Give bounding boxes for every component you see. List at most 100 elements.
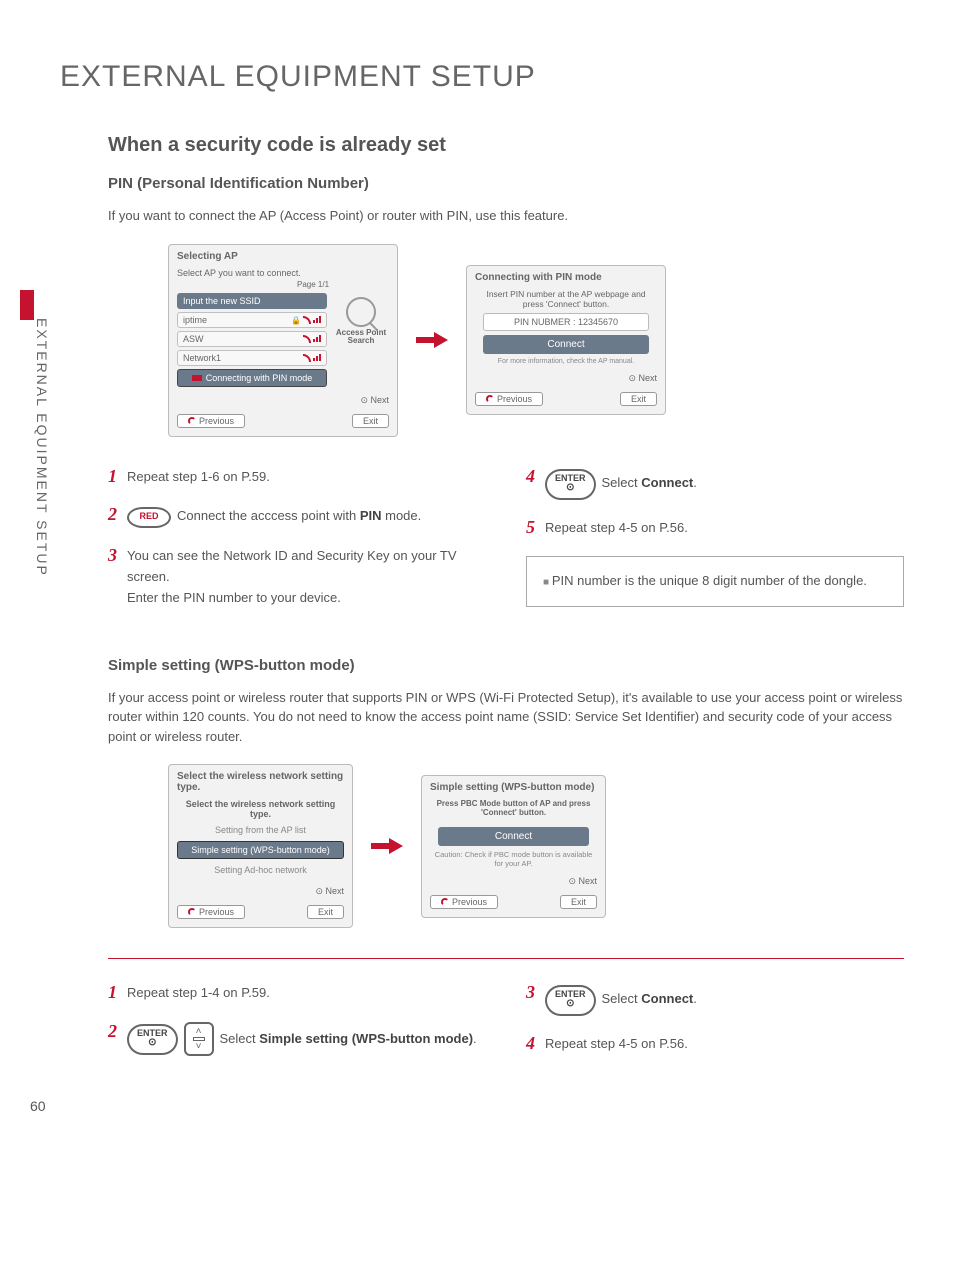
setting-type-panel: Select the wireless network setting type… [168, 764, 353, 928]
up-caret-icon: ˄ [196, 1026, 202, 1037]
step-text: Repeat step 4-5 on P.56. [545, 1034, 904, 1055]
intro-text: If your access point or wireless router … [108, 688, 904, 747]
step-number: 3 [108, 546, 117, 564]
step-2: 2 ENTER ⊙ ˄ ˅ Select Simple setting (WPS… [108, 1022, 486, 1056]
ap-signal-icons [291, 315, 321, 325]
step-text: Select Simple setting (WPS-button mode). [220, 1029, 477, 1050]
step-number: 5 [526, 518, 535, 536]
exit-button[interactable]: Exit [307, 905, 344, 919]
panel-b-more: For more information, check the AP manua… [475, 358, 657, 365]
next-link[interactable]: Next [568, 876, 597, 887]
panel-a-title: Selecting AP [177, 251, 389, 262]
back-icon [486, 395, 494, 403]
previous-button[interactable]: Previous [430, 895, 498, 909]
pin-number-display: PIN NUBMER : 12345670 [483, 313, 649, 331]
panel-d-title: Simple setting (WPS-button mode) [430, 782, 597, 793]
subsection-heading: Simple setting (WPS-button mode) [108, 657, 904, 674]
panel-a-page: Page 1/1 [237, 280, 389, 289]
next-link[interactable]: Next [315, 886, 344, 897]
step-text: Repeat step 4-5 on P.56. [545, 518, 904, 539]
ap-signal-icons [303, 354, 321, 362]
enter-remote-button: ENTER ⊙ [545, 985, 596, 1016]
panel-c-title: Select the wireless network setting type… [177, 771, 344, 793]
ap-list-item[interactable]: iptime [177, 312, 327, 328]
step-5: 5 Repeat step 4-5 on P.56. [526, 518, 904, 539]
panel-b-info: Insert PIN number at the AP webpage and … [475, 289, 657, 309]
pin-mode-button[interactable]: Connecting with PIN mode [177, 369, 327, 387]
step-1: 1 Repeat step 1-6 on P.59. [108, 467, 486, 488]
step-number: 3 [526, 983, 535, 1001]
ap-name: ASW [183, 334, 204, 344]
next-link[interactable]: Next [628, 373, 657, 384]
pin-mode-label: Connecting with PIN mode [206, 373, 313, 383]
enter-remote-button: ENTER ⊙ [127, 1024, 178, 1055]
step-text: Select Connect. [602, 989, 697, 1010]
input-ssid-field[interactable]: Input the new SSID [177, 293, 327, 309]
ap-name: Network1 [183, 353, 221, 363]
red-rect-icon [192, 375, 202, 381]
page-title: EXTERNAL EQUIPMENT SETUP [60, 60, 954, 94]
selecting-ap-panel: Selecting AP Select AP you want to conne… [168, 244, 398, 437]
connect-button[interactable]: Connect [438, 827, 589, 846]
wave-icon [303, 354, 311, 362]
section-heading: When a security code is already set [108, 134, 904, 157]
divider-line [108, 958, 904, 959]
step-number: 4 [526, 467, 535, 485]
subsection-heading: PIN (Personal Identification Number) [108, 175, 904, 192]
nav-remote-button: ˄ ˅ [184, 1022, 214, 1056]
previous-button[interactable]: Previous [475, 392, 543, 406]
step-number: 2 [108, 505, 117, 523]
side-section-label: EXTERNAL EQUIPMENT SETUP [34, 318, 50, 577]
exit-button[interactable]: Exit [352, 414, 389, 428]
step-text: Repeat step 1-4 on P.59. [127, 983, 486, 1004]
previous-button[interactable]: Previous [177, 905, 245, 919]
exit-button[interactable]: Exit [560, 895, 597, 909]
signal-icon [313, 316, 321, 323]
lock-icon [291, 315, 301, 325]
option-ap-list[interactable]: Setting from the AP list [177, 822, 344, 838]
ap-signal-icons [303, 335, 321, 343]
option-adhoc[interactable]: Setting Ad-hoc network [177, 862, 344, 878]
side-accent [20, 290, 34, 320]
pin-diagram-row: Selecting AP Select AP you want to conne… [168, 244, 904, 437]
ap-search-label: Access Point Search [333, 329, 389, 347]
previous-button[interactable]: Previous [177, 414, 245, 428]
connect-button[interactable]: Connect [483, 335, 649, 354]
ap-list-item[interactable]: ASW [177, 331, 327, 347]
step-4: 4 ENTER ⊙ Select Connect. [526, 467, 904, 500]
magnify-icon [346, 297, 376, 327]
step-number: 2 [108, 1022, 117, 1040]
panel-a-instr: Select AP you want to connect. [177, 268, 389, 278]
ap-list-item[interactable]: Network1 [177, 350, 327, 366]
step-number: 1 [108, 467, 117, 485]
note-text: PIN number is the unique 8 digit number … [543, 573, 867, 588]
step-3: 3 ENTER ⊙ Select Connect. [526, 983, 904, 1016]
signal-icon [313, 335, 321, 342]
step-number: 4 [526, 1034, 535, 1052]
red-remote-button: RED [127, 507, 171, 528]
caution-text: Caution: Check if PBC mode button is ava… [430, 850, 597, 868]
intro-text: If you want to connect the AP (Access Po… [108, 206, 904, 226]
step-number: 1 [108, 983, 117, 1001]
step-text: You can see the Network ID and Security … [127, 546, 486, 608]
wps-diagram-row: Select the wireless network setting type… [168, 764, 904, 928]
panel-b-title: Connecting with PIN mode [475, 272, 657, 283]
back-icon [188, 417, 196, 425]
back-icon [441, 898, 449, 906]
page-number: 60 [30, 1098, 46, 1114]
step-text: Select Connect. [602, 473, 697, 494]
arrow-right-icon [416, 333, 448, 347]
option-wps[interactable]: Simple setting (WPS-button mode) [177, 841, 344, 859]
step-text: Connect the acccess point with PIN mode. [177, 506, 421, 527]
signal-icon [313, 354, 321, 361]
next-link[interactable]: Next [360, 395, 389, 406]
note-box: PIN number is the unique 8 digit number … [526, 556, 904, 607]
exit-button[interactable]: Exit [620, 392, 657, 406]
ap-search-button[interactable]: Access Point Search [333, 293, 389, 347]
arrow-right-icon [371, 839, 403, 853]
step-4: 4 Repeat step 4-5 on P.56. [526, 1034, 904, 1055]
wave-icon [303, 335, 311, 343]
panel-c-instr: Select the wireless network setting type… [177, 799, 344, 819]
down-caret-icon: ˅ [196, 1041, 202, 1052]
panel-d-info: Press PBC Mode button of AP and press 'C… [430, 799, 597, 817]
